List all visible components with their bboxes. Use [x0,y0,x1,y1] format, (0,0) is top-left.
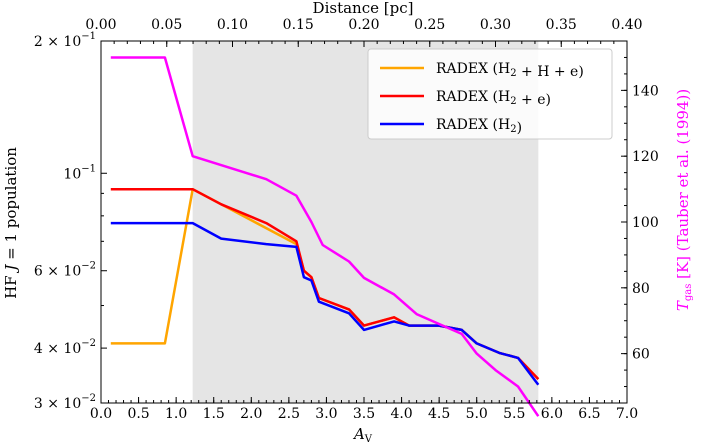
x-tick-label: 0.0 [90,406,112,422]
top-x-tick-label: 0.25 [414,17,445,33]
x-tick-label: 3.5 [353,406,375,422]
legend-entry-label: RADEX (H2 + e) [436,89,551,108]
y2-tick-label: 60 [632,347,650,363]
top-x-axis-label: Distance [pc] [313,0,414,17]
y-axis-ticks: 2 × 10−1 10−1 6 × 10−2 4 × 10−2 3 × 10−2 [34,31,107,412]
y2-tick-label: 100 [632,215,659,231]
x-tick-label: 1.5 [203,406,225,422]
y-tick-label: 3 × 10−2 [34,393,96,412]
x-tick-label: 5.5 [503,406,525,422]
top-x-axis-ticks: 0.00 0.05 0.10 0.15 0.20 0.25 0.30 0.35 0.40 [85,17,643,47]
y-tick-label: 6 × 10−2 [34,261,96,280]
top-x-tick-label: 0.05 [151,17,182,33]
y-tick-label: 4 × 10−2 [34,338,96,357]
series-layer [110,56,540,417]
series-line-3 [110,56,540,417]
x-tick-label: 5.0 [466,406,488,422]
legend: RADEX (H2 + H + e) RADEX (H2 + e) RADEX (H… [367,48,613,140]
x-tick-label: 6.5 [578,406,600,422]
top-x-tick-label: 0.00 [85,17,116,33]
top-x-tick-label: 0.35 [546,17,577,33]
y2-tick-label: 140 [632,83,659,99]
x-tick-label: 2.5 [278,406,300,422]
right-y-axis-label: Tgas [K] (Tauber et al. (1994)) [674,89,694,311]
y-tick-label: 10−1 [63,163,96,182]
top-x-tick-label: 0.30 [480,17,511,33]
y2-tick-label: 80 [632,281,650,297]
top-x-tick-label: 0.10 [217,17,248,33]
y-axis-label: HF J = 1 population [2,147,20,299]
series-line-2 [110,221,540,386]
x-tick-label: 6.0 [541,406,563,422]
x-axis-ticks: 0.0 0.5 1.0 1.5 2.0 2.5 3.0 3.5 4.0 4.5 5.0 5.5 6.0 6… [90,397,638,422]
x-tick-label: 7.0 [616,406,638,422]
right-y-axis-ticks: 60 80 100 120 140 [621,56,659,388]
x-tick-label: 1.0 [165,406,187,422]
legend-box [367,48,613,140]
top-x-tick-label: 0.20 [348,17,379,33]
legend-entry-label: RADEX (H2 + H + e) [436,61,584,80]
x-tick-label: 2.0 [240,406,262,422]
x-tick-label: 4.0 [390,406,412,422]
top-x-tick-label: 0.40 [611,17,642,33]
x-axis-label: AV [352,425,373,445]
top-x-tick-label: 0.15 [283,17,314,33]
x-tick-label: 4.5 [428,406,450,422]
y2-tick-label: 120 [632,149,659,165]
legend-entry-label: RADEX (H2) [436,117,522,136]
y-tick-label: 2 × 10−1 [34,31,96,50]
x-tick-label: 0.5 [127,406,149,422]
x-tick-label: 3.0 [315,406,337,422]
